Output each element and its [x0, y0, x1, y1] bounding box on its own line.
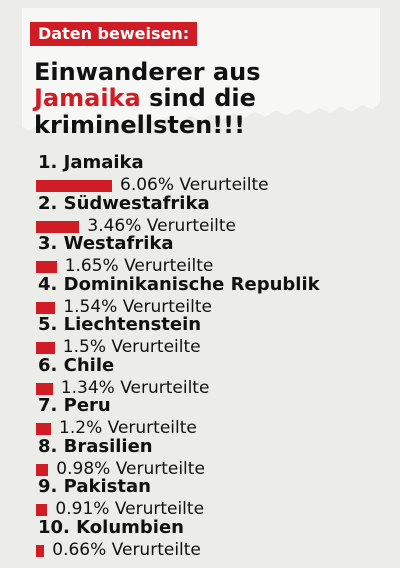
value-label: 1.34% Verurteilte [60, 377, 210, 398]
value-label: 0.98% Verurteilte [56, 458, 205, 479]
value-label: 1.65% Verurteilte [64, 256, 214, 276]
rank-title: 10. Kolumbien [38, 516, 184, 538]
rank-title: 3. Westafrika [38, 233, 174, 254]
bar-mark [36, 342, 55, 354]
bar-mark [36, 301, 56, 314]
rank-title: 4. Dominikanische Republik [38, 273, 320, 295]
bar-mark [36, 544, 45, 557]
bar-mark [36, 504, 48, 516]
value-label: 1.54% Verurteilte [63, 296, 212, 317]
headline-after: sind die kriminellsten!!! [34, 84, 256, 139]
bar-mark [36, 423, 52, 435]
value-label: 6.06% Verurteilte [120, 175, 269, 195]
rank-title: 5. Liechtenstein [38, 314, 202, 335]
value-label: 1.2% Verurteilte [59, 418, 197, 438]
headline: Einwanderer aus Jamaika sind die krimine… [34, 59, 364, 138]
value-label: 0.66% Verurteilte [52, 539, 201, 560]
bar-mark [36, 463, 49, 476]
rank-title: 9. Pakistan [38, 476, 151, 497]
headline-before: Einwanderer aus [34, 58, 261, 86]
bar-mark [36, 180, 112, 192]
headline-badge: Daten beweisen: [30, 22, 198, 46]
bar-mark [36, 220, 80, 233]
rank-title: 6. Chile [38, 354, 115, 376]
rank-title: 8. Brasilien [38, 435, 153, 457]
value-label: 1.5% Verurteilte [62, 337, 201, 357]
bar-mark [36, 261, 57, 273]
headline-accent: Jamaika [34, 84, 141, 113]
rank-title: 1. Jamaika [38, 152, 144, 173]
value-label: 0.91% Verurteilte [55, 499, 205, 519]
rank-title: 7. Peru [38, 395, 111, 416]
bar-mark [36, 382, 53, 395]
value-label: 3.46% Verurteilte [87, 215, 237, 236]
rank-title: 2. Südwestafrika [38, 192, 210, 214]
